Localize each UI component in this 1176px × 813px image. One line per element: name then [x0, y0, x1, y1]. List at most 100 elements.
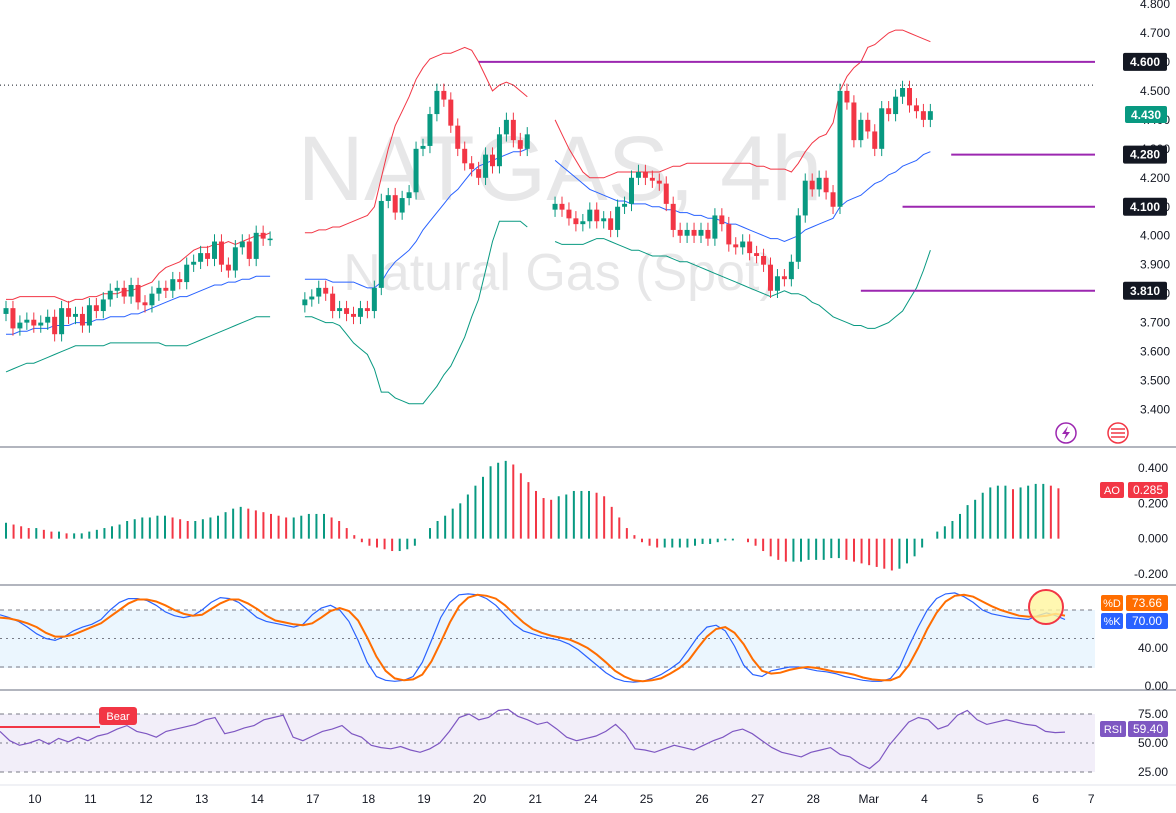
candle-body [156, 287, 162, 294]
level-tag [1123, 281, 1167, 300]
candle-body [677, 229, 683, 236]
time-tick-label: 24 [584, 792, 598, 806]
candle-body [218, 241, 224, 265]
lightning-icon[interactable] [1055, 422, 1077, 444]
candle-body [642, 172, 648, 178]
candle-body [427, 114, 433, 146]
candle-body [455, 125, 461, 149]
candle-body [740, 241, 746, 248]
candle-body [629, 177, 634, 204]
candle-body [823, 177, 829, 193]
level-tag [1123, 145, 1167, 164]
candle-body [635, 172, 641, 178]
candle-body [79, 313, 85, 326]
candle-body [580, 221, 586, 225]
candle-body [93, 305, 99, 312]
candle-body [483, 154, 489, 178]
horizontal-levels[interactable]: 4.600 4.280 4.100 3.810 [0, 52, 1167, 300]
candle-body [837, 90, 843, 207]
ao-tick-label: 0.000 [1138, 532, 1168, 546]
candle-body [114, 287, 120, 291]
candle-body [830, 192, 836, 207]
rsi-legend: RSI 59.40 [1100, 721, 1168, 737]
candle-body [872, 131, 878, 149]
candle-body [719, 215, 725, 225]
candle-body [378, 200, 384, 288]
watermark-symbol: NATGAS, 4h [298, 118, 823, 220]
level-label: 4.100 [1130, 200, 1160, 214]
time-tick-label: 11 [84, 792, 97, 806]
time-tick-label: 5 [977, 792, 984, 806]
ao-label: AO [1104, 485, 1120, 497]
candle-body [920, 111, 926, 120]
candle-body [879, 108, 885, 149]
rsi-tick-label: 75.00 [1138, 707, 1168, 721]
time-axis[interactable]: 10 11 12 13 14 17 18 19 20 21 24 25 26 27 28 Mar 4 5 6 7 [28, 792, 1095, 806]
stoch-k-label: %K [1103, 616, 1121, 628]
stoch-highlight-circle [1028, 589, 1064, 625]
time-tick-label: 17 [306, 792, 320, 806]
candle-body [927, 111, 933, 120]
time-tick-label: 26 [695, 792, 709, 806]
candle-body [246, 241, 252, 259]
candle-body [587, 209, 593, 222]
stoch-d-line [0, 593, 1066, 683]
candle-body [253, 232, 259, 259]
level-label: 4.280 [1130, 148, 1160, 162]
time-tick-label: 4 [921, 792, 928, 806]
candle-body [907, 88, 912, 106]
ao-value: 0.285 [1133, 483, 1163, 497]
candle-body [121, 287, 127, 297]
rsi-indicator: 75.00 50.00 25.00 [0, 707, 1168, 779]
candle-body [809, 180, 815, 190]
candle-body [357, 308, 363, 317]
candle-body [615, 206, 621, 230]
candle-body [337, 308, 343, 312]
candle-body [100, 299, 106, 312]
bb-lower-line [5, 220, 931, 405]
candle-body [170, 279, 176, 291]
candle-body [413, 148, 419, 193]
stochastic-oscillator: 40.00 0.00 [0, 592, 1168, 693]
last-price-tag: 4.430 [1125, 106, 1167, 123]
candle-body [364, 308, 370, 312]
rsi-tick-label: 25.00 [1138, 765, 1168, 779]
candle-body [851, 102, 857, 141]
candle-body [406, 192, 412, 199]
stoch-tick-label: 40.00 [1138, 641, 1168, 655]
candle-body [371, 287, 377, 312]
time-tick-label: 7 [1088, 792, 1095, 806]
ao-tick-label: 0.400 [1138, 461, 1168, 475]
candle-body [86, 305, 92, 326]
level-tag [1123, 197, 1167, 216]
candle-body [3, 308, 9, 314]
candle-body [73, 313, 78, 317]
candle-body [344, 308, 350, 314]
candle-body [31, 319, 37, 326]
candle-body [900, 88, 906, 97]
last-price-label: 4.430 [1131, 108, 1161, 122]
time-tick-label: 18 [362, 792, 376, 806]
candle-body [184, 264, 190, 283]
candle-body [844, 90, 850, 103]
candle-body [10, 308, 16, 329]
time-tick-label: 25 [640, 792, 654, 806]
candle-body [670, 203, 676, 230]
candle-body [135, 284, 141, 303]
stoch-legend: %D 73.66 %K 70.00 [1101, 595, 1168, 629]
candle-body [761, 256, 767, 265]
level-label: 4.600 [1130, 55, 1160, 69]
candle-body [705, 229, 711, 239]
candle-body [177, 279, 183, 283]
ao-tick-label: 0.200 [1138, 496, 1168, 510]
candle-body [385, 195, 391, 201]
price-tick-label: 4.700 [1140, 26, 1170, 40]
price-tick-label: 4.800 [1140, 0, 1170, 11]
candle-body [448, 99, 454, 126]
time-tick-label: 10 [28, 792, 42, 806]
candle-body [573, 218, 579, 225]
candle-body [225, 264, 231, 271]
flag-icon[interactable] [1107, 422, 1129, 444]
candle-body [886, 108, 892, 115]
